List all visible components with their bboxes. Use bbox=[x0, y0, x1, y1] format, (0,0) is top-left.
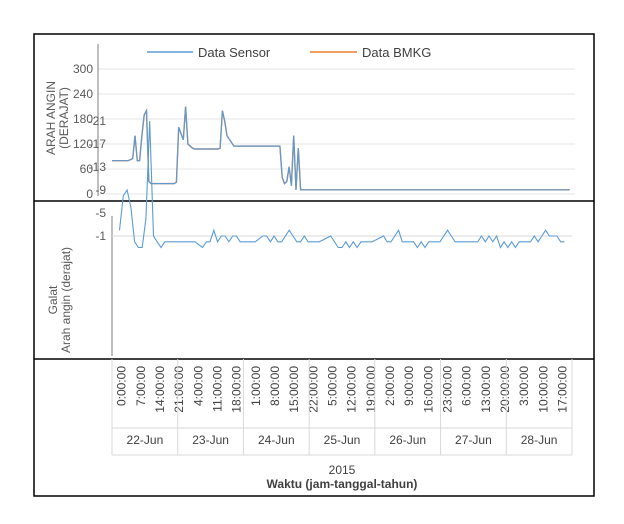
x-time-tick-label: 8:00:00 bbox=[268, 366, 282, 406]
x-date-label: 22-Jun bbox=[127, 433, 164, 447]
x-time-tick-label: 0:00:00 bbox=[115, 366, 129, 406]
top-y-tick-label: 60 bbox=[80, 162, 94, 176]
x-time-tick-label: 4:00:00 bbox=[191, 366, 205, 406]
x-date-label: 26-Jun bbox=[389, 433, 426, 447]
top-ylabel-line2: (DERAJAT) bbox=[57, 87, 71, 149]
bottom-y-tick-label: -13 bbox=[89, 160, 107, 174]
x-time-tick-label: 16:00:00 bbox=[421, 366, 435, 413]
bottom-y-tick-label: -1 bbox=[95, 229, 106, 243]
x-time-tick-label: 1:00:00 bbox=[249, 366, 263, 406]
x-time-tick-label: 10:00:00 bbox=[536, 366, 550, 413]
bottom-ylabel-line1: Galat bbox=[46, 285, 60, 314]
top-ylabel-line1: ARAH ANGIN bbox=[44, 81, 58, 155]
x-axis: 0:00:00 7:00:00 14:00:00 21:00:00 4:00:00 11:… bbox=[111, 359, 573, 491]
legend-label-data-bmkg: Data BMKG bbox=[362, 45, 431, 60]
top-y-tick-label: 180 bbox=[73, 112, 93, 126]
bottom-y-tick-label: -17 bbox=[89, 137, 107, 151]
x-year-label: 2015 bbox=[329, 463, 356, 477]
x-time-tick-label: 2:00:00 bbox=[383, 366, 397, 406]
x-time-tick-label: 6:00:00 bbox=[460, 366, 474, 406]
bottom-y-tick-label: -9 bbox=[95, 183, 106, 197]
top-y-tick-label: 240 bbox=[73, 87, 93, 101]
x-time-tick-label: 7:00:00 bbox=[134, 366, 148, 406]
x-time-tick-labels: 0:00:00 7:00:00 14:00:00 21:00:00 4:00:00 11:… bbox=[115, 366, 570, 413]
x-time-tick-label: 9:00:00 bbox=[402, 366, 416, 406]
wind-direction-panel: 0 60 120 180 240 300 ARAH ANGIN (DERAJAT) Dat… bbox=[44, 44, 575, 201]
x-date-label: 25-Jun bbox=[324, 433, 361, 447]
top-y-tick-label: 0 bbox=[86, 187, 93, 201]
series-line-error bbox=[118, 120, 565, 249]
top-y-tick-labels: 0 60 120 180 240 300 bbox=[73, 62, 93, 201]
x-date-label: 27-Jun bbox=[455, 433, 492, 447]
x-date-label: 23-Jun bbox=[192, 433, 229, 447]
x-time-tick-label: 21:00:00 bbox=[172, 366, 186, 413]
top-y-tick-label: 120 bbox=[73, 137, 93, 151]
bottom-ylabel-line2: Arah angin (derajat) bbox=[59, 247, 73, 353]
series-line-data-sensor bbox=[112, 106, 570, 191]
x-date-separators bbox=[111, 359, 573, 455]
x-time-tick-label: 22:00:00 bbox=[306, 366, 320, 413]
x-time-tick-label: 11:00:00 bbox=[210, 366, 224, 412]
x-time-tick-label: 15:00:00 bbox=[287, 366, 301, 413]
bottom-y-tick-labels: -1 -5 -9 -13 -17 -21 bbox=[89, 114, 107, 243]
x-time-tick-label: 12:00:00 bbox=[345, 366, 359, 413]
bottom-y-tick-label: -21 bbox=[89, 114, 107, 128]
x-time-tick-label: 17:00:00 bbox=[555, 366, 569, 413]
x-time-tick-label: 13:00:00 bbox=[479, 366, 493, 413]
x-time-tick-label: 23:00:00 bbox=[440, 366, 454, 413]
x-date-labels: 22-Jun 23-Jun 24-Jun 25-Jun 26-Jun 27-Jun 28-J… bbox=[127, 433, 558, 447]
x-time-tick-label: 18:00:00 bbox=[230, 366, 244, 413]
bottom-y-tick-label: -5 bbox=[95, 206, 106, 220]
legend: Data Sensor Data BMKG bbox=[147, 45, 431, 60]
x-date-label: 24-Jun bbox=[258, 433, 295, 447]
legend-label-data-sensor: Data Sensor bbox=[198, 45, 271, 60]
x-time-tick-label: 3:00:00 bbox=[517, 366, 531, 406]
x-time-tick-label: 19:00:00 bbox=[364, 366, 378, 413]
figure-frame bbox=[33, 33, 595, 497]
x-axis-title: Waktu (jam-tanggal-tahun) bbox=[267, 477, 418, 491]
top-y-tick-label: 300 bbox=[73, 62, 93, 76]
x-time-tick-label: 5:00:00 bbox=[325, 366, 339, 406]
x-time-tick-label: 14:00:00 bbox=[153, 366, 167, 413]
error-panel: -1 -5 -9 -13 -17 -21 Galat Arah angin (deraja… bbox=[46, 114, 572, 356]
x-date-label: 28-Jun bbox=[521, 433, 558, 447]
x-time-tick-label: 20:00:00 bbox=[498, 366, 512, 413]
